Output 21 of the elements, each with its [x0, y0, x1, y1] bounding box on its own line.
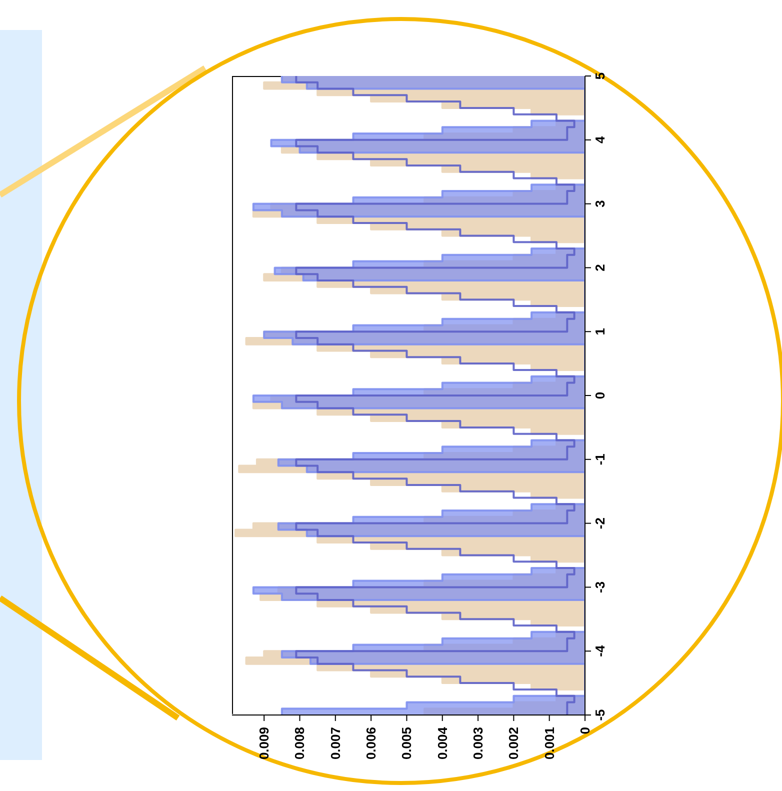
x-tick-label: 0	[578, 727, 592, 734]
x-tick-label: 0.004	[434, 726, 450, 760]
x-tick-label: 0.006	[364, 727, 379, 760]
x-tick-label: 0.007	[328, 727, 343, 760]
y-tick-label: -3	[592, 581, 608, 593]
x-tick-label: 0.008	[292, 727, 308, 760]
y-tick-label: 1	[592, 328, 608, 336]
x-tick-label: 0.005	[399, 727, 414, 760]
y-tick-label: -2	[592, 518, 608, 530]
x-tick-label: 0.001	[542, 727, 557, 760]
y-tick-label: 0	[592, 392, 608, 400]
y-tick-label: -1	[592, 454, 608, 466]
x-tick-label: 0.003	[470, 727, 486, 760]
x-tick-label: 0.002	[506, 727, 522, 760]
y-tick-label: -5	[592, 709, 608, 721]
y-tick-label: 5	[592, 72, 608, 80]
y-tick-label: -4	[592, 644, 608, 657]
y-tick-label: 2	[592, 264, 608, 272]
y-tick-label: 4	[592, 136, 608, 144]
y-tick-label: 3	[592, 200, 608, 208]
x-tick-label: 0.009	[256, 727, 272, 760]
